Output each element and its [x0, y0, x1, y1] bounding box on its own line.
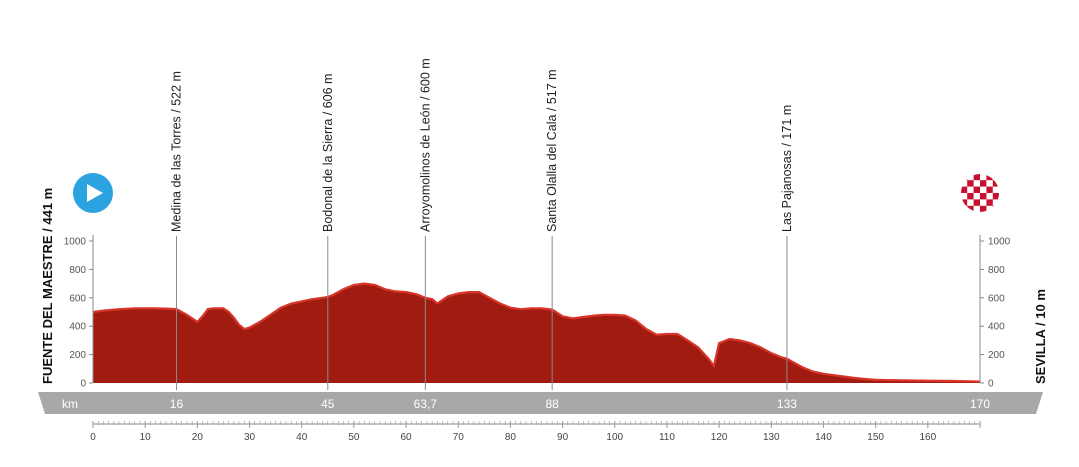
checker-square	[974, 174, 980, 180]
checker-square	[961, 174, 967, 180]
checker-square	[993, 193, 999, 199]
right-tick-label: 0	[988, 379, 994, 390]
right-tick-label: 400	[988, 322, 1005, 333]
right-tick-label: 1000	[988, 237, 1011, 248]
km-tick-label: 110	[659, 432, 675, 443]
km-band-value: 45	[321, 397, 335, 411]
left-tick-label: 0	[80, 379, 86, 390]
km-tick-label: 60	[400, 432, 412, 443]
checker-square	[986, 212, 992, 218]
km-band-value: 63,7	[414, 397, 438, 411]
km-tick-label: 70	[453, 432, 465, 443]
waypoint-label: Medina de las Torres / 522 m	[169, 71, 183, 232]
checker-square	[999, 187, 1005, 193]
left-tick-label: 1000	[64, 237, 87, 248]
left-tick-label: 800	[69, 265, 86, 276]
checker-square	[961, 199, 967, 205]
km-tick-label: 120	[711, 432, 728, 443]
waypoint-label: Santa Olalla del Cala / 517 m	[545, 69, 559, 232]
checker-square	[961, 187, 967, 193]
checker-square	[967, 193, 973, 199]
checker-square	[980, 206, 986, 212]
checker-square	[954, 180, 960, 186]
km-band-value: 170	[970, 397, 990, 411]
km-tick-label: 90	[557, 432, 569, 443]
checker-square	[993, 206, 999, 212]
checker-square	[999, 174, 1005, 180]
left-tick-label: 600	[69, 293, 86, 304]
checker-square	[986, 199, 992, 205]
elevation-area	[93, 284, 980, 383]
checker-square	[954, 167, 960, 173]
checker-square	[993, 167, 999, 173]
checker-square	[974, 187, 980, 193]
km-band-title: km	[62, 397, 78, 411]
km-tick-label: 100	[606, 432, 623, 443]
km-tick-label: 30	[244, 432, 256, 443]
km-band-value: 133	[777, 397, 797, 411]
km-tick-label: 40	[296, 432, 308, 443]
km-tick-label: 20	[192, 432, 204, 443]
km-tick-label: 80	[505, 432, 517, 443]
right-tick-label: 800	[988, 265, 1005, 276]
finish-label: SEVILLA / 10 m	[1033, 289, 1048, 384]
km-tick-label: 150	[867, 432, 884, 443]
waypoint-label: Arroyomolinos de León / 600 m	[418, 58, 432, 232]
km-tick-label: 140	[815, 432, 832, 443]
checker-square	[986, 187, 992, 193]
km-band-value: 16	[170, 397, 184, 411]
waypoint-label: Las Pajanosas / 171 m	[780, 105, 794, 232]
checker-square	[967, 206, 973, 212]
checker-square	[974, 212, 980, 218]
left-tick-label: 400	[69, 322, 86, 333]
right-tick-label: 200	[988, 350, 1005, 361]
checker-square	[980, 193, 986, 199]
checker-square	[967, 180, 973, 186]
elevation-profile	[93, 284, 980, 383]
left-tick-label: 200	[69, 350, 86, 361]
checker-square	[961, 212, 967, 218]
checker-square	[980, 180, 986, 186]
checker-square	[999, 212, 1005, 218]
start-finish-icons	[73, 167, 1006, 218]
finish-checker-pattern	[954, 167, 1005, 218]
checker-square	[999, 199, 1005, 205]
checker-square	[967, 167, 973, 173]
km-tick-label: 0	[90, 432, 96, 443]
start-label: FUENTE DEL MAESTRE / 441 m	[40, 188, 55, 384]
checker-square	[980, 167, 986, 173]
checker-square	[974, 199, 980, 205]
km-tick-label: 130	[763, 432, 780, 443]
km-axis: 0 10 20 30 40 50 60 70 80 90 100 110 120 130 140 150 160	[90, 421, 980, 443]
checker-square	[954, 206, 960, 212]
right-tick-label: 600	[988, 293, 1005, 304]
checker-square	[993, 180, 999, 186]
km-band-bar	[38, 392, 1043, 414]
km-tick-label: 10	[140, 432, 152, 443]
km-tick-label: 50	[348, 432, 360, 443]
checker-square	[954, 193, 960, 199]
km-band-value: 88	[545, 397, 559, 411]
km-band: km 16 45 63,7 88 133 170	[38, 392, 1043, 414]
checker-square	[986, 174, 992, 180]
waypoint-label: Bodonal de la Sierra / 606 m	[321, 74, 335, 232]
km-tick-label: 160	[919, 432, 936, 443]
